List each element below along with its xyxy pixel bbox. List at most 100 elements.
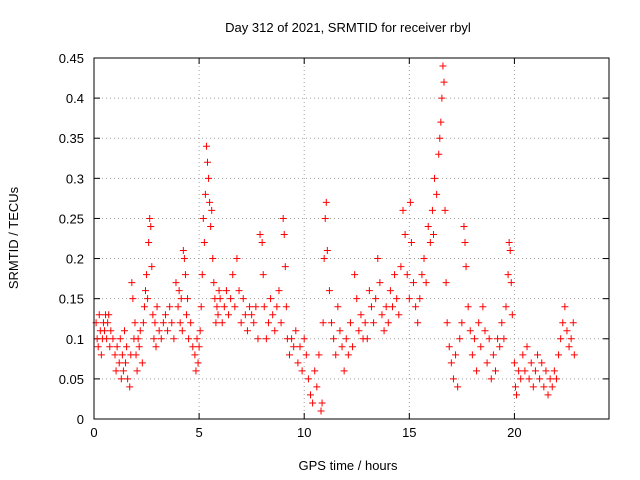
data-point [536,375,544,383]
data-point [113,343,121,351]
data-point [403,271,411,279]
data-point [168,319,176,327]
data-point [146,214,154,222]
data-point [202,142,210,150]
y-tick-label: 0.3 [66,171,84,186]
data-point [477,343,485,351]
data-point [365,287,373,295]
data-point [438,94,446,102]
data-point [527,359,535,367]
data-point [485,335,493,343]
data-point [94,343,102,351]
data-point [435,150,443,158]
data-point [318,399,326,407]
data-point [185,335,193,343]
tick-labels: 0 5 10 15 20 0 0.05 0.1 0.15 0.2 0.25 0.3 0.35 0.4 0.4… [59,51,522,440]
data-point [414,319,422,327]
data-point [346,319,354,327]
data-point [431,174,439,182]
data-point [420,255,428,263]
data-point [282,303,290,311]
data-point [376,279,384,287]
data-point [315,351,323,359]
data-point [277,319,285,327]
data-point [126,383,134,391]
data-point [542,367,550,375]
data-point [374,255,382,263]
data-point [344,351,352,359]
data-point [166,303,174,311]
data-point [204,158,212,166]
data-point [103,335,111,343]
data-point [117,375,125,383]
data-point [489,351,497,359]
data-point [544,391,552,399]
data-point [525,375,533,383]
data-point [393,295,401,303]
data-point [353,295,361,303]
data-point [328,319,336,327]
data-point [273,303,281,311]
data-point [515,367,523,375]
data-point [250,319,258,327]
data-point [212,319,220,327]
data-point [380,327,388,335]
data-point [105,311,113,319]
data-point [323,247,331,255]
x-tick-label: 15 [402,425,416,440]
y-tick-label: 0.1 [66,332,84,347]
data-point [205,174,213,182]
plot-frame [93,57,610,420]
data-point [296,343,304,351]
data-point [209,255,217,263]
data-point [460,222,468,230]
data-point [176,319,184,327]
data-point [521,367,529,375]
data-point [561,303,569,311]
data-point [538,359,546,367]
data-point [559,319,567,327]
data-point [280,230,288,238]
data-point [198,271,206,279]
data-point [300,335,308,343]
data-point [139,319,147,327]
data-point [367,303,375,311]
data-point [122,359,130,367]
data-point [142,287,149,295]
data-point [172,279,180,287]
data-point [479,303,487,311]
data-point [506,247,514,255]
data-point [307,391,315,399]
data-point [148,263,156,271]
data-point [150,335,158,343]
data-point [382,303,390,311]
data-point [330,335,338,343]
data-point [325,287,333,295]
data-point [388,303,396,311]
chart-title: Day 312 of 2021, SRMTID for receiver rby… [225,20,471,35]
data-point [505,239,513,247]
data-point [132,351,140,359]
data-point [550,367,558,375]
data-point [290,343,298,351]
data-point [152,343,160,351]
data-point [519,351,527,359]
data-point [259,271,267,279]
data-point [134,335,142,343]
data-point [119,367,127,375]
data-point [151,319,159,327]
data-point [252,303,260,311]
data-point [507,279,515,287]
data-point [429,230,437,238]
data-point [131,319,139,327]
data-point [406,198,414,206]
data-point [191,351,199,359]
data-point [565,343,573,351]
data-point [112,367,120,375]
data-point [95,311,103,319]
data-point [258,239,266,247]
data-point [210,279,218,287]
data-point [410,279,418,287]
axis-ticks [93,57,609,420]
data-point [500,335,508,343]
